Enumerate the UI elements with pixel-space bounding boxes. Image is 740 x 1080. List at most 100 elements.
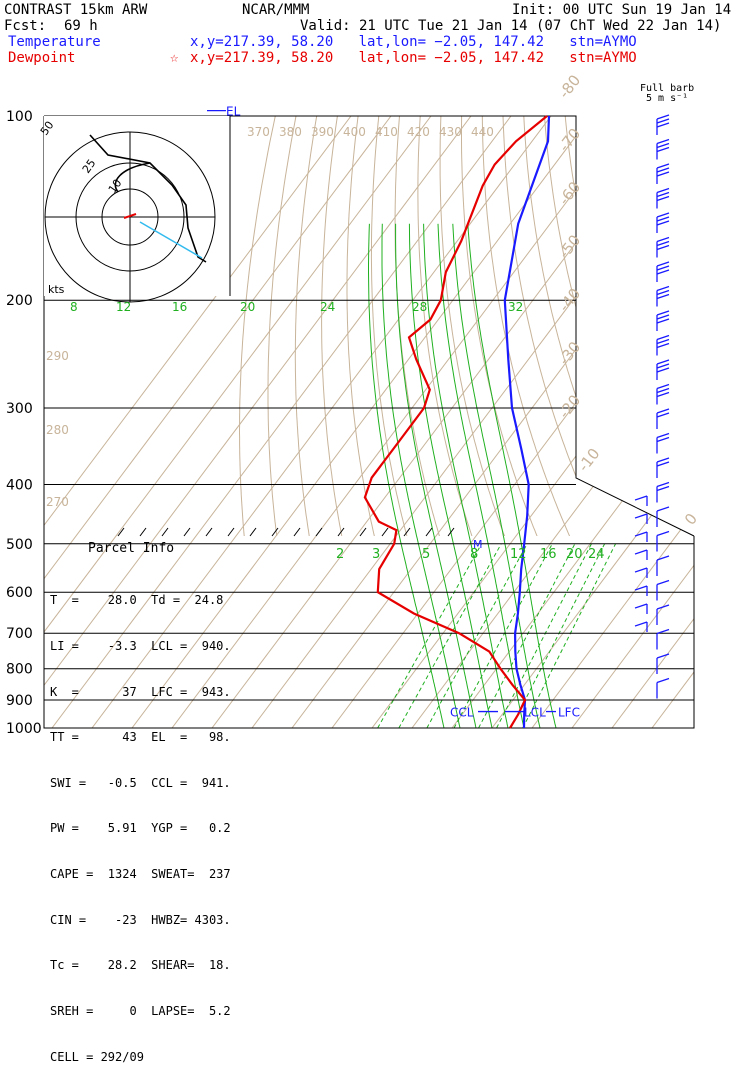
wind-barb-flag (657, 605, 669, 609)
isotherm-line (532, 116, 740, 728)
wind-barb-flag (635, 550, 647, 554)
wind-barb-flag (657, 581, 669, 585)
mixing-ratio-label: 12 (510, 547, 527, 562)
wind-barb-flag (657, 295, 669, 299)
wind-barb-flag (657, 438, 669, 442)
theta-label: 280 (46, 423, 69, 437)
mixing-ratio-label: 24 (588, 547, 605, 562)
wind-barb-tick (206, 528, 212, 536)
theta-label: 370 (247, 125, 270, 139)
wind-barb-flag (657, 319, 669, 323)
wind-barb-flag (657, 115, 669, 119)
parcel-row: Tc = 28.2 SHEAR= 18. (50, 958, 231, 973)
pressure-label: 200 (6, 293, 33, 309)
wind-barb-flag (657, 311, 669, 315)
wind-barb-flag (635, 514, 647, 518)
theta-label: 440 (471, 125, 494, 139)
wind-barb-flag (657, 487, 669, 491)
parcel-row: CIN = -23 HWBZ= 4303. (50, 913, 231, 928)
theta-e-label: 12 (116, 300, 131, 314)
parcel-row: LI = -3.3 LCL = 940. (50, 639, 231, 654)
moist-adiabat-line (424, 224, 508, 728)
dry-adiabat-line (564, 102, 740, 740)
wind-barb-flag (657, 193, 669, 197)
wind-barb-flag (657, 148, 669, 152)
dry-adiabat-line (707, 102, 740, 740)
wind-barb-tick (382, 528, 388, 536)
wind-barb-flag (657, 340, 669, 344)
wind-barb-tick (250, 528, 256, 536)
wind-barb-flag (657, 556, 669, 560)
wind-barb-flag (635, 532, 647, 536)
wind-barb-flag (635, 622, 647, 626)
wind-barb-flag (657, 389, 669, 393)
wind-barb-flag (657, 144, 669, 148)
theta-e-label: 20 (240, 300, 255, 314)
theta-e-label: 28 (412, 300, 427, 314)
wind-barb-flag (657, 197, 669, 201)
parcel-info-table: T = 28.0 Td = 24.8 LI = -3.3 LCL = 940. … (50, 563, 231, 1080)
ccl-label: CCL (450, 706, 474, 720)
dry-adiabat-line (605, 102, 740, 740)
mixing-ratio-label: 3 (372, 547, 380, 562)
pressure-label: 300 (6, 401, 33, 417)
isotherm-line (172, 116, 631, 728)
wind-barb-flag (657, 213, 669, 217)
dewpoint-profile (365, 116, 547, 728)
hodograph-background (44, 116, 230, 296)
wind-barb-flag (657, 315, 669, 319)
wind-barb-flag (657, 238, 669, 242)
dry-adiabat-line (440, 102, 608, 740)
isotherm-line (572, 116, 740, 728)
dry-adiabat-line (371, 102, 486, 740)
isotherm-line (612, 116, 740, 728)
isotherm-label: -10 (574, 445, 603, 475)
theta-label: 390 (311, 125, 334, 139)
wind-barb-flag (657, 189, 669, 193)
wind-barb-flag (657, 168, 669, 172)
wind-barb-flag (657, 385, 669, 389)
wind-barb-flag (657, 336, 669, 340)
dry-adiabat-line (240, 102, 284, 740)
isotherm-label: -40 (555, 285, 584, 315)
dry-adiabat-line (646, 102, 740, 740)
wind-barb-flag (657, 434, 669, 438)
isotherm-label: -50 (555, 231, 584, 261)
theta-e-label: 32 (508, 300, 523, 314)
wind-barb-flag (657, 654, 669, 658)
wind-barb-flag (657, 364, 669, 368)
wind-barb-tick (228, 528, 234, 536)
wind-barb-flag (635, 568, 647, 572)
wind-barb-tick (426, 528, 432, 536)
wind-barb-flag (657, 164, 669, 168)
dry-adiabat-line (727, 102, 740, 740)
wind-barb-tick (140, 528, 146, 536)
wind-barb-flag (635, 604, 647, 608)
wind-barb-flag (657, 368, 669, 372)
theta-label: 410 (375, 125, 398, 139)
wind-barb-flag (657, 462, 669, 466)
mixing-ratio-label: 8 (470, 547, 478, 562)
wind-barb-flag (657, 483, 669, 487)
moist-adiabat-line (396, 224, 476, 728)
wind-barb-tick (162, 528, 168, 536)
isotherm-line (652, 116, 740, 728)
theta-label: 380 (279, 125, 302, 139)
mixing-ratio-label: 16 (540, 547, 557, 562)
dry-adiabat-line (322, 102, 405, 740)
parcel-row: TT = 43 EL = 98. (50, 730, 231, 745)
wind-barb-flag (657, 140, 669, 144)
wind-barb-tick (294, 528, 300, 536)
isotherm-label: -80 (555, 71, 584, 101)
wind-barb-flag (657, 507, 669, 511)
wind-barb-flag (657, 172, 669, 176)
isotherm-label: -70 (555, 125, 584, 155)
wind-barb-flag (657, 393, 669, 397)
parcel-row: SWI = -0.5 CCL = 941. (50, 776, 231, 791)
parcel-row: CELL = 292/09 (50, 1050, 231, 1065)
pressure-label: 700 (6, 626, 33, 642)
dry-adiabat-line (666, 102, 740, 740)
moist-adiabat-line (369, 224, 445, 728)
hodograph-units-label: kts (48, 283, 65, 296)
